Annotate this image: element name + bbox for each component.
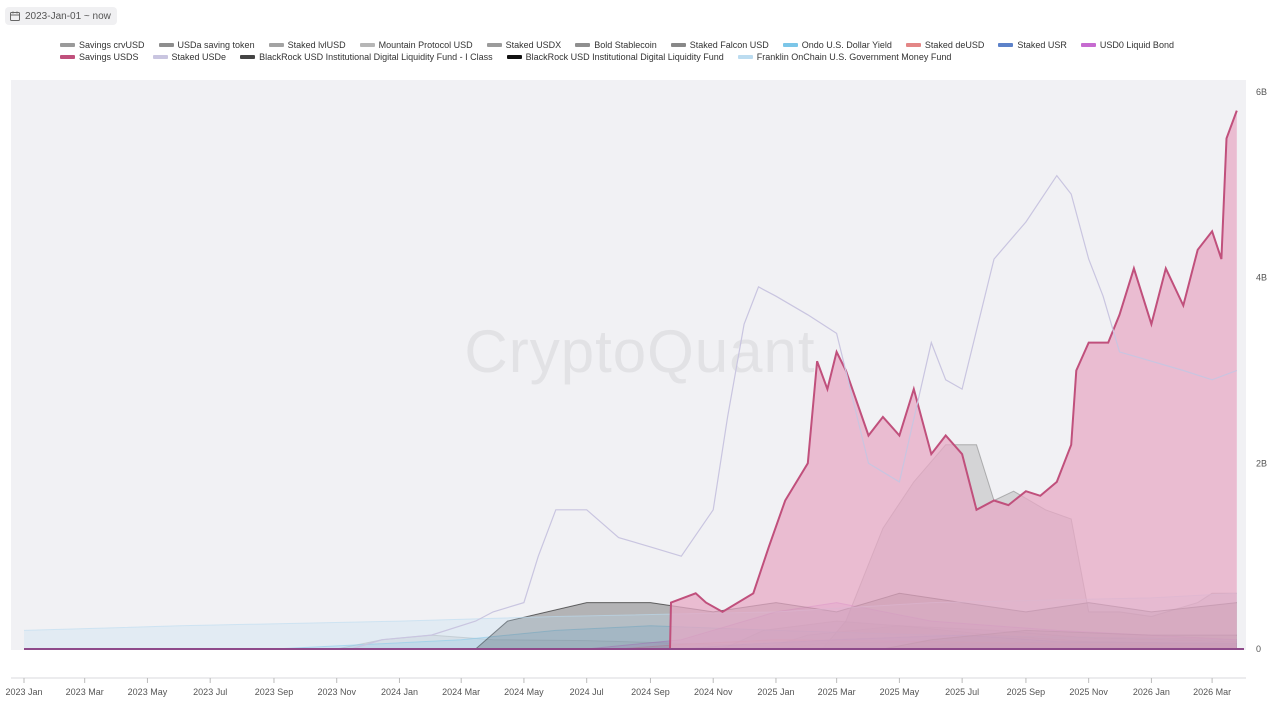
y-tick-label: 4B <box>1256 273 1267 283</box>
legend-swatch <box>737 55 753 59</box>
x-tick-label: 2024 Sep <box>631 687 670 697</box>
x-tick-label: 2023 Jan <box>5 687 42 697</box>
legend-label: Franklin OnChain U.S. Government Money F… <box>756 52 952 62</box>
legend-item-staked-usde[interactable]: Staked USDe <box>152 52 227 62</box>
date-range-picker[interactable]: 2023-Jan-01 ~ now <box>5 7 117 25</box>
x-tick-label: 2023 Jul <box>193 687 227 697</box>
chart-legend: Savings crvUSD USDa saving token Staked lv… <box>60 40 1250 62</box>
x-tick-label: 2025 Jan <box>757 687 794 697</box>
legend-swatch <box>998 43 1014 47</box>
y-tick-label: 6B <box>1256 87 1267 97</box>
legend-label: BlackRock USD Institutional Digital Liqu… <box>259 52 493 62</box>
legend-swatch <box>575 43 591 47</box>
y-tick-label: 2B <box>1256 458 1267 468</box>
x-tick-label: 2024 Jan <box>381 687 418 697</box>
legend-swatch <box>506 55 522 59</box>
x-tick-label: 2023 Mar <box>66 687 104 697</box>
legend-swatch <box>359 43 375 47</box>
legend-label: Staked lvlUSD <box>287 40 346 50</box>
x-tick-label: 2026 Mar <box>1193 687 1231 697</box>
legend-swatch <box>670 43 686 47</box>
series-layer <box>23 110 1244 650</box>
legend-item-usd0-liquid-bond[interactable]: USD0 Liquid Bond <box>1080 40 1174 50</box>
legend-label: Staked Falcon USD <box>689 40 769 50</box>
legend-item-blackrock-usd-institutional-digital-liquidity-fund[interactable]: BlackRock USD Institutional Digital Liqu… <box>506 52 724 62</box>
y-axis: 0 2B 4B 6B <box>1256 87 1267 654</box>
legend-item-savings-usds[interactable]: Savings USDS <box>60 52 139 62</box>
legend-label: USD0 Liquid Bond <box>1099 40 1174 50</box>
x-tick-label: 2024 Mar <box>442 687 480 697</box>
legend-swatch <box>60 55 75 59</box>
y-tick-label: 0 <box>1256 644 1261 654</box>
x-tick-label: 2025 Sep <box>1007 687 1046 697</box>
legend-item-franklin-onchain-u-s-government-money-fund[interactable]: Franklin OnChain U.S. Government Money F… <box>737 52 952 62</box>
x-tick-label: 2025 Nov <box>1069 687 1108 697</box>
x-tick-label: 2023 Sep <box>255 687 294 697</box>
series-line-savings-usds[interactable] <box>24 110 1238 650</box>
series-area-savings-usds <box>24 110 1237 650</box>
x-tick-label: 2023 Nov <box>317 687 356 697</box>
legend-swatch <box>60 43 75 47</box>
legend-item-staked-usr[interactable]: Staked USR <box>998 40 1067 50</box>
legend-item-ondo-u-s-dollar-yield[interactable]: Ondo U.S. Dollar Yield <box>782 40 892 50</box>
calendar-icon <box>10 11 20 21</box>
x-axis: 2023 Jan 2023 Mar 2023 May 2023 Jul 2023 Sep… <box>5 677 1246 697</box>
legend-swatch <box>782 43 798 47</box>
legend-swatch <box>152 55 168 59</box>
legend-item-staked-usdx[interactable]: Staked USDX <box>486 40 562 50</box>
x-tick-label: 2024 May <box>504 687 544 697</box>
legend-label: Ondo U.S. Dollar Yield <box>801 40 892 50</box>
legend-item-staked-lvlusd[interactable]: Staked lvlUSD <box>268 40 346 50</box>
legend-label: Staked USDX <box>505 40 562 50</box>
legend-item-savings-crvusd[interactable]: Savings crvUSD <box>60 40 145 50</box>
x-tick-label: 2025 Mar <box>818 687 856 697</box>
legend-item-usda-saving-token[interactable]: USDa saving token <box>158 40 255 50</box>
legend-label: BlackRock USD Institutional Digital Liqu… <box>525 52 724 62</box>
legend-label: USDa saving token <box>177 40 255 50</box>
legend-swatch <box>240 55 256 59</box>
legend-item-staked-deusd[interactable]: Staked deUSD <box>905 40 985 50</box>
x-tick-label: 2023 May <box>128 687 168 697</box>
legend-item-bold-stablecoin[interactable]: Bold Stablecoin <box>575 40 657 50</box>
legend-label: Bold Stablecoin <box>594 40 657 50</box>
x-tick-label: 2024 Jul <box>570 687 604 697</box>
legend-label: Staked USR <box>1017 40 1067 50</box>
legend-label: Staked deUSD <box>924 40 985 50</box>
date-range-label: 2023-Jan-01 ~ now <box>25 10 111 22</box>
watermark: CryptoQuant <box>464 318 815 385</box>
x-tick-label: 2026 Jan <box>1133 687 1170 697</box>
series-line-staked-usde[interactable] <box>24 174 1238 650</box>
legend-swatch <box>486 43 502 47</box>
x-tick-label: 2024 Nov <box>694 687 733 697</box>
legend-swatch <box>158 43 174 47</box>
legend-label: Savings crvUSD <box>79 40 145 50</box>
legend-item-staked-falcon-usd[interactable]: Staked Falcon USD <box>670 40 769 50</box>
legend-label: Staked USDe <box>171 52 227 62</box>
legend-item-blackrock-usd-institutional-digital-liquidity-fund-i-class[interactable]: BlackRock USD Institutional Digital Liqu… <box>240 52 493 62</box>
x-tick-label: 2025 Jul <box>945 687 979 697</box>
legend-swatch <box>268 43 284 47</box>
x-tick-label: 2025 May <box>880 687 920 697</box>
legend-label: Savings USDS <box>79 52 139 62</box>
legend-item-mountain-protocol-usd[interactable]: Mountain Protocol USD <box>359 40 473 50</box>
legend-swatch <box>1080 43 1096 47</box>
legend-label: Mountain Protocol USD <box>378 40 473 50</box>
legend-swatch <box>905 43 921 47</box>
